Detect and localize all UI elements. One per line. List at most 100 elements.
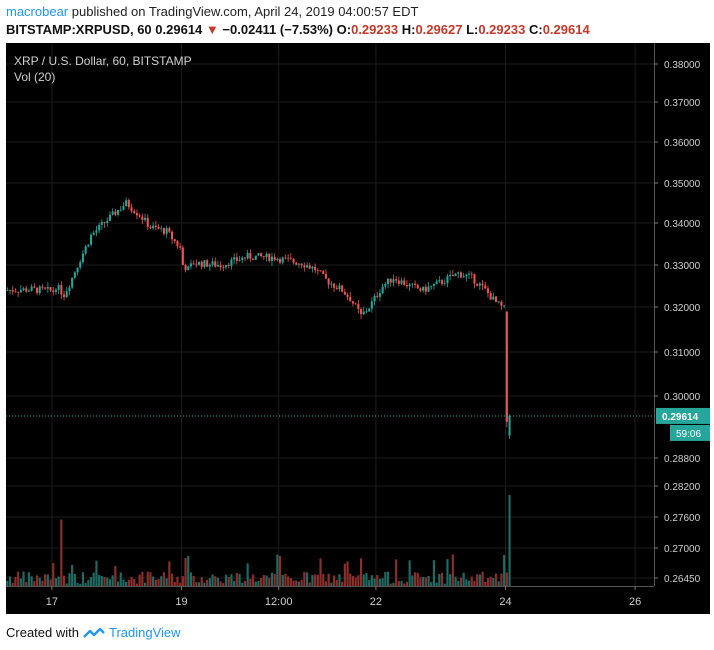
- volume-bar: [378, 578, 382, 586]
- volume-bar: [354, 577, 357, 586]
- candle-body: [184, 265, 187, 271]
- candle-body: [349, 296, 352, 302]
- candle-body: [252, 258, 255, 260]
- volume-bar: [52, 563, 55, 586]
- volume-bar: [87, 580, 90, 586]
- candle-body: [316, 270, 319, 272]
- candle-body: [376, 295, 379, 297]
- tradingview-logo-icon: [83, 627, 105, 638]
- candle-body: [214, 261, 217, 267]
- y-tick-label: 0.30000: [664, 392, 701, 403]
- volume-bar: [494, 573, 498, 586]
- volume-bar: [122, 579, 125, 586]
- volume-bar: [238, 573, 241, 586]
- candle-body: [478, 283, 481, 286]
- volume-bar: [440, 572, 444, 586]
- volume-bar: [181, 576, 184, 586]
- candle-body: [284, 257, 287, 259]
- candle-body: [187, 266, 190, 271]
- tradingview-brand[interactable]: TradingView: [108, 625, 181, 640]
- candle-body: [14, 291, 17, 293]
- volume-bar: [278, 555, 282, 586]
- volume-bar: [319, 558, 322, 586]
- candle-body: [243, 257, 246, 259]
- candle-body: [25, 288, 28, 292]
- volume-bar: [33, 581, 36, 586]
- candle-body: [241, 257, 244, 261]
- volume-bar: [357, 575, 360, 586]
- candle-body: [171, 231, 174, 240]
- volume-bar: [311, 574, 314, 586]
- volume-bar: [308, 582, 311, 586]
- price-chart[interactable]: 0.38000 0.37000 0.36000 0.35000 0.34000 0.330…: [6, 43, 710, 614]
- volume-bar: [262, 575, 265, 586]
- candle-body: [52, 290, 55, 292]
- candle-body: [489, 293, 492, 300]
- candle-body: [19, 290, 22, 293]
- candle-body: [319, 270, 322, 272]
- candle-body: [192, 263, 195, 265]
- volume-bar: [478, 574, 481, 586]
- candle-body: [354, 303, 357, 305]
- volume-bar: [200, 577, 203, 586]
- volume-bar: [362, 574, 365, 586]
- y-tick-label: 0.32000: [664, 303, 701, 314]
- publisher-username[interactable]: macrobear: [6, 4, 69, 19]
- volume-bar: [127, 579, 130, 586]
- candle-body: [219, 265, 222, 268]
- candle-body: [314, 266, 317, 271]
- volume-bar: [400, 580, 403, 586]
- down-arrow-icon: ▼: [205, 22, 219, 37]
- candle-body: [9, 289, 12, 291]
- volume-bar: [365, 573, 368, 586]
- candle-body: [135, 213, 138, 216]
- volume-bar: [492, 578, 495, 586]
- candle-body: [122, 206, 125, 210]
- x-tick-label: 24: [499, 596, 511, 608]
- candle-body: [44, 287, 47, 289]
- candle-body: [238, 260, 241, 261]
- candle-body: [179, 246, 182, 248]
- candle-body: [208, 264, 211, 267]
- volume-bar: [408, 560, 411, 586]
- y-tick-label: 0.33000: [664, 261, 701, 272]
- volume-bar: [459, 577, 463, 586]
- volume-bar: [130, 576, 133, 586]
- candle-body: [449, 274, 452, 277]
- candle-body: [146, 217, 149, 227]
- low-value: 0.29233: [478, 22, 526, 37]
- volume-bar: [257, 581, 260, 586]
- candle-body: [17, 291, 20, 293]
- candle-body: [303, 265, 306, 268]
- volume-bar: [486, 578, 490, 586]
- volume-bar: [467, 580, 471, 586]
- volume-bar: [500, 573, 503, 586]
- candle-body: [341, 285, 344, 292]
- volume-bar: [292, 580, 295, 586]
- volume-bar: [481, 571, 484, 586]
- volume-bar: [179, 582, 182, 586]
- volume-bar: [249, 578, 252, 586]
- candle-body: [22, 288, 25, 291]
- volume-bar: [108, 579, 112, 586]
- volume-bar: [465, 579, 468, 586]
- candle-body: [176, 241, 179, 247]
- candle-body: [108, 214, 111, 221]
- volume-bar: [416, 572, 419, 586]
- volume-bar: [27, 572, 31, 586]
- candle-body: [392, 279, 395, 283]
- volume-bar: [281, 575, 284, 586]
- candle-body: [395, 279, 398, 281]
- candle-body: [160, 228, 163, 229]
- volume-bar: [384, 572, 387, 586]
- candle-body: [503, 305, 506, 307]
- candle-body: [465, 274, 468, 277]
- chart-area[interactable]: 0.38000 0.37000 0.36000 0.35000 0.34000 0.330…: [6, 43, 710, 614]
- volume-bar: [327, 573, 330, 586]
- volume-bar: [184, 557, 187, 586]
- x-tick-label: 19: [175, 596, 187, 608]
- candle-body: [295, 262, 298, 265]
- candle-body: [265, 253, 268, 258]
- price-change: −0.02411 (−7.53%): [222, 22, 334, 37]
- candle-body: [73, 272, 76, 278]
